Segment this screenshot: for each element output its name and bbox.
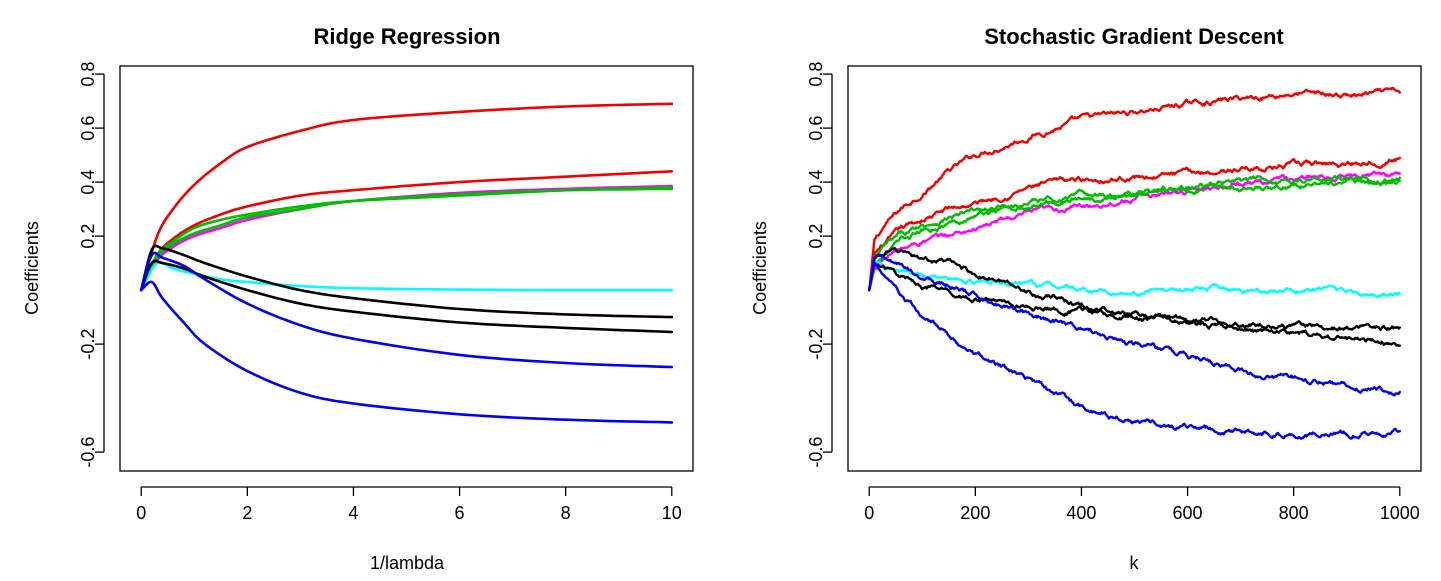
series-line	[139, 260, 674, 292]
x-tick-label: 4	[348, 503, 358, 523]
series-group	[868, 86, 1401, 440]
series-line	[139, 170, 674, 292]
chart-title: Stochastic Gradient Descent	[984, 24, 1284, 49]
series-line	[139, 280, 674, 424]
chart-title: Ridge Regression	[313, 24, 500, 49]
y-tick-label: -0.2	[78, 329, 98, 360]
series-line	[868, 176, 1401, 292]
series-line	[139, 259, 674, 334]
x-tick-label: 400	[1066, 503, 1096, 523]
y-tick-label: 0.8	[78, 62, 98, 87]
series-line	[868, 156, 1401, 292]
x-axis: 0 2 4 6 8 10	[136, 486, 682, 523]
y-axis-label: Coefficients	[22, 221, 42, 315]
series-line	[868, 261, 1401, 440]
x-tick-label: 800	[1279, 503, 1309, 523]
x-tick-label: 1000	[1380, 503, 1420, 523]
x-tick-label: 10	[662, 503, 682, 523]
x-tick-label: 6	[455, 503, 465, 523]
series-line	[139, 244, 674, 319]
series-line	[868, 246, 1401, 332]
x-tick-label: 0	[136, 503, 146, 523]
series-line	[868, 262, 1401, 347]
x-tick-label: 200	[960, 503, 990, 523]
series-line	[868, 259, 1401, 299]
x-axis: 0 200 400 600 800 1000	[864, 486, 1420, 523]
series-line	[139, 187, 674, 292]
x-axis-label: k	[1130, 553, 1140, 573]
y-tick-label: -0.6	[806, 437, 826, 468]
y-tick-label: 0.2	[806, 224, 826, 249]
series-line	[868, 253, 1401, 397]
series-line	[868, 86, 1401, 292]
x-axis-label: 1/lambda	[370, 553, 445, 573]
x-tick-label: 2	[242, 503, 252, 523]
y-tick-label: 0.8	[806, 62, 826, 87]
sgd-panel: Stochastic Gradient Descent 0 200 400 600 80…	[750, 24, 1422, 573]
y-axis-label: Coefficients	[750, 221, 770, 315]
series-line	[139, 102, 674, 292]
series-line	[868, 174, 1401, 292]
y-tick-label: 0.6	[78, 116, 98, 141]
series-line	[139, 251, 674, 369]
plot-frame	[119, 65, 694, 472]
series-group	[139, 102, 674, 424]
y-axis: -0.6 -0.2 0.2 0.4 0.6 0.8	[78, 62, 105, 468]
x-tick-label: 600	[1173, 503, 1203, 523]
y-tick-label: 0.4	[806, 170, 826, 195]
x-tick-label: 0	[864, 503, 874, 523]
series-line	[139, 184, 674, 292]
x-tick-label: 8	[561, 503, 571, 523]
y-tick-label: 0.6	[806, 116, 826, 141]
plot-frame	[847, 65, 1422, 472]
y-axis: -0.6 -0.2 0.2 0.4 0.6 0.8	[806, 62, 833, 468]
ridge-regression-panel: Ridge Regression 0 2 4 6 8 10 -0.6 -0.2 0.2 0.4 0…	[22, 24, 694, 573]
series-line	[139, 186, 674, 292]
y-tick-label: -0.2	[806, 329, 826, 360]
series-line	[868, 170, 1401, 292]
y-tick-label: -0.6	[78, 437, 98, 468]
y-tick-label: 0.4	[78, 170, 98, 195]
y-tick-label: 0.2	[78, 224, 98, 249]
